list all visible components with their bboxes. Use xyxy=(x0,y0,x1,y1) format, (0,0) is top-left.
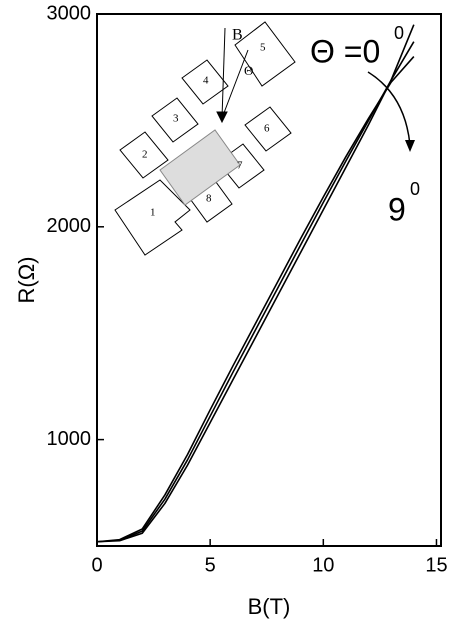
field-arrow xyxy=(222,28,225,118)
annotation-sup: 0 xyxy=(410,179,420,199)
pad-label: 6 xyxy=(264,123,270,135)
annotation: Θ =0 xyxy=(310,33,380,69)
x-tick-label: 0 xyxy=(91,554,102,576)
pad-label: 4 xyxy=(203,75,209,87)
y-axis-label: R(Ω) xyxy=(14,257,39,304)
chart: B Θ 1 2 3 4 5 6 7 8 Θ =0 0 9 0 B(T) R(Ω)… xyxy=(0,0,455,629)
data-line xyxy=(97,25,414,542)
pad-label: 5 xyxy=(260,42,266,54)
annotation-sup: 0 xyxy=(394,23,404,43)
annotation: 9 xyxy=(388,191,406,227)
pad-label: 2 xyxy=(142,149,148,161)
y-tick-label: 3000 xyxy=(47,2,92,24)
plot-frame xyxy=(97,14,441,546)
pad-label: 3 xyxy=(173,113,179,125)
data-line xyxy=(97,42,414,542)
y-tick-label: 1000 xyxy=(47,428,92,450)
pad-label: 7 xyxy=(237,160,243,172)
x-tick-label: 10 xyxy=(312,554,334,576)
x-tick-label: 15 xyxy=(425,554,447,576)
field-label: B xyxy=(232,27,243,44)
pad-label: 1 xyxy=(150,207,156,219)
angle-label: Θ xyxy=(244,63,253,78)
pad-label: 8 xyxy=(206,193,212,205)
arrow-head xyxy=(405,140,415,152)
inset xyxy=(115,22,295,255)
x-tick-label: 5 xyxy=(205,554,216,576)
y-tick-label: 2000 xyxy=(47,215,92,237)
x-axis-label: B(T) xyxy=(248,594,291,619)
